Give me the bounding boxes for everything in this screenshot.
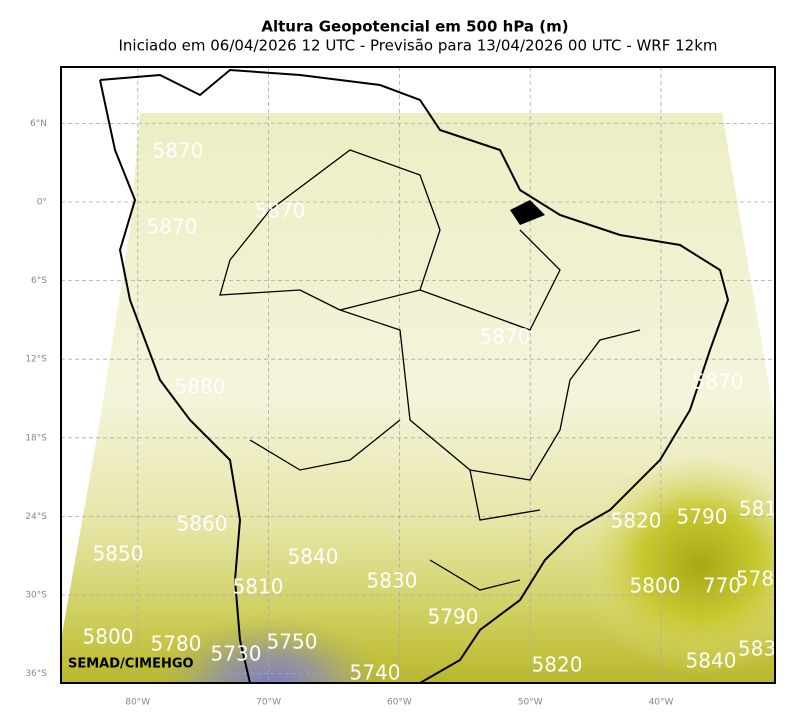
contour-label: 770 xyxy=(703,574,741,598)
trough-shading xyxy=(150,615,390,683)
contour-label: 5820 xyxy=(532,653,583,677)
contour-label: 5870 xyxy=(255,199,306,223)
contour-label: 5870 xyxy=(147,215,198,239)
credit: SEMAD/CIMEHGO xyxy=(68,657,194,672)
x-tick-label: 50°W xyxy=(518,698,543,708)
contour-label: 5830 xyxy=(367,569,418,593)
y-tick-label: 36°S xyxy=(25,669,47,679)
contour-label: 583 xyxy=(738,637,776,661)
x-tick-label: 60°W xyxy=(387,698,412,708)
contour-label: 5790 xyxy=(677,505,728,529)
x-tick-label: 80°W xyxy=(125,698,150,708)
contour-label: 5800 xyxy=(83,625,134,649)
frame xyxy=(60,66,776,684)
contour-label: 5850 xyxy=(93,542,144,566)
contour-label: 5800 xyxy=(630,574,681,598)
contour-label: 5750 xyxy=(267,630,318,654)
x-tick-label: 70°W xyxy=(256,698,281,708)
ticks: 6°N 0° 6°S 12°S 18°S 24°S 30°S 36°S 80°W 70°W 60°W… xyxy=(25,119,673,708)
contour-label: 5780 xyxy=(151,632,202,656)
marajo xyxy=(510,200,545,225)
contour-label: 5810 xyxy=(233,575,284,599)
cyclone-shading xyxy=(580,455,775,675)
y-tick-label: 6°S xyxy=(31,276,47,286)
contour-label: 5860 xyxy=(177,512,228,536)
contour-label: 5840 xyxy=(288,545,339,569)
contour-label: 5870 xyxy=(693,370,744,394)
y-tick-label: 0° xyxy=(37,198,47,208)
contour-label: 5820 xyxy=(611,509,662,533)
coastline xyxy=(99,68,730,683)
contour-label: 578 xyxy=(736,567,774,591)
contour-label: 581 xyxy=(739,497,777,521)
contour-label: 5740 xyxy=(350,661,401,685)
contour-label: 5870 xyxy=(480,325,531,349)
contour-label: 5730 xyxy=(211,642,262,666)
contour-label: 5790 xyxy=(428,605,479,629)
y-tick-label: 18°S xyxy=(25,433,47,443)
borders xyxy=(219,149,641,591)
y-tick-label: 30°S xyxy=(25,591,47,601)
subtitle: Iniciado em 06/04/2026 12 UTC - Previsão… xyxy=(118,37,717,55)
y-tick-label: 12°S xyxy=(25,355,47,365)
grid xyxy=(61,67,775,683)
contour-label: 5880 xyxy=(175,375,226,399)
title: Altura Geopotencial em 500 hPa (m) xyxy=(261,18,568,36)
contour-label: 5840 xyxy=(686,649,737,673)
y-tick-label: 24°S xyxy=(25,512,47,522)
x-tick-label: 40°W xyxy=(649,698,674,708)
contour-label: 5870 xyxy=(153,139,204,163)
y-tick-label: 6°N xyxy=(30,119,47,129)
